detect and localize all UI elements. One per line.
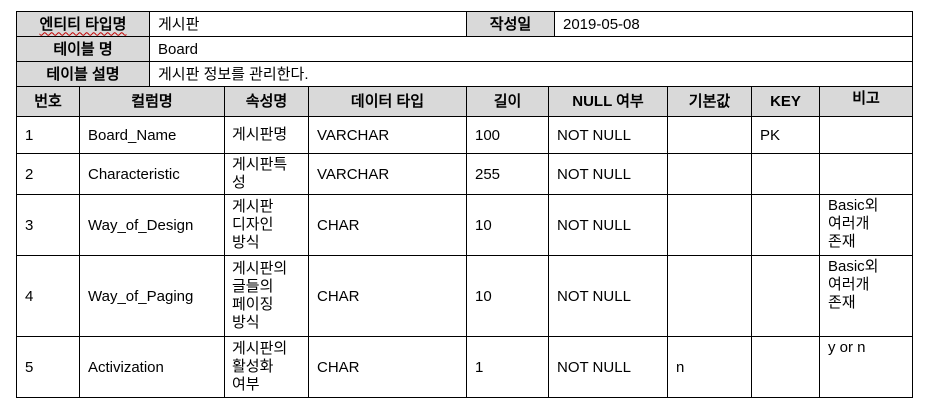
column-spec-table: 번호 컬럼명 속성명 데이터 타입 길이 NULL 여부 기본값 KEY 비고 …: [16, 86, 913, 398]
cell-default: [667, 255, 752, 337]
table-row: 4 Way_of_Paging 게시판의 글들의 페이징 방식 CHAR 10 …: [16, 255, 913, 337]
cell-default: [667, 153, 752, 195]
cell-no: 2: [16, 153, 80, 195]
cell-length: 255: [466, 153, 549, 195]
header-data-type: 데이터 타입: [308, 86, 467, 117]
cell-attribute-name: 게시판명: [224, 116, 309, 154]
cell-no: 3: [16, 194, 80, 256]
table-desc-label: 테이블 설명: [16, 61, 150, 87]
cell-key: [751, 336, 820, 398]
cell-column-name: Way_of_Design: [79, 194, 225, 256]
entity-type-label: 엔티티 타입명: [39, 15, 127, 33]
cell-attribute-name: 게시판의 활성화 여부: [224, 336, 309, 398]
header-key: KEY: [751, 86, 820, 117]
entity-type-value: 게시판: [149, 11, 467, 37]
cell-no: 4: [16, 255, 80, 337]
cell-no: 1: [16, 116, 80, 154]
cell-null: NOT NULL: [548, 255, 668, 337]
cell-key: [751, 153, 820, 195]
cell-key: PK: [751, 116, 820, 154]
table-name-value: Board: [149, 36, 913, 62]
table-name-label: 테이블 명: [16, 36, 150, 62]
entity-type-row: 엔티티 타입명 게시판 작성일 2019-05-08: [16, 11, 913, 37]
cell-null: NOT NULL: [548, 336, 668, 398]
table-desc-value: 게시판 정보를 관리한다.: [149, 61, 913, 87]
table-row: 1 Board_Name 게시판명 VARCHAR 100 NOT NULL P…: [16, 116, 913, 154]
cell-data-type: VARCHAR: [308, 153, 467, 195]
cell-default: [667, 116, 752, 154]
header-default: 기본값: [667, 86, 752, 117]
cell-length: 10: [466, 255, 549, 337]
cell-null: NOT NULL: [548, 116, 668, 154]
table-row: 5 Activization 게시판의 활성화 여부 CHAR 1 NOT NU…: [16, 336, 913, 398]
cell-length: 100: [466, 116, 549, 154]
table-row: 2 Characteristic 게시판특 성 VARCHAR 255 NOT …: [16, 153, 913, 195]
cell-data-type: VARCHAR: [308, 116, 467, 154]
cell-attribute-name: 게시판의 글들의 페이징 방식: [224, 255, 309, 337]
cell-length: 1: [466, 336, 549, 398]
cell-note: Basic외 여러개 존재: [819, 194, 913, 256]
header-column-name: 컬럼명: [79, 86, 225, 117]
cell-column-name: Activization: [79, 336, 225, 398]
cell-attribute-name: 게시판특 성: [224, 153, 309, 195]
cell-column-name: Characteristic: [79, 153, 225, 195]
entity-meta-table: 엔티티 타입명 게시판 작성일 2019-05-08 테이블 명 Board 테…: [16, 11, 913, 87]
cell-note: y or n: [819, 336, 913, 398]
cell-key: [751, 255, 820, 337]
cell-null: NOT NULL: [548, 153, 668, 195]
cell-length: 10: [466, 194, 549, 256]
header-no: 번호: [16, 86, 80, 117]
cell-no: 5: [16, 336, 80, 398]
cell-data-type: CHAR: [308, 255, 467, 337]
cell-attribute-name: 게시판 디자인 방식: [224, 194, 309, 256]
created-date-label: 작성일: [466, 11, 555, 37]
header-length: 길이: [466, 86, 549, 117]
table-row: 3 Way_of_Design 게시판 디자인 방식 CHAR 10 NOT N…: [16, 194, 913, 256]
cell-default: [667, 194, 752, 256]
created-date-value: 2019-05-08: [554, 11, 913, 37]
table-desc-row: 테이블 설명 게시판 정보를 관리한다.: [16, 61, 913, 87]
entity-type-label-cell: 엔티티 타입명: [16, 11, 150, 37]
header-note: 비고: [819, 86, 913, 117]
cell-note: [819, 153, 913, 195]
cell-column-name: Board_Name: [79, 116, 225, 154]
cell-data-type: CHAR: [308, 194, 467, 256]
header-attribute-name: 속성명: [224, 86, 309, 117]
cell-column-name: Way_of_Paging: [79, 255, 225, 337]
cell-data-type: CHAR: [308, 336, 467, 398]
header-null: NULL 여부: [548, 86, 668, 117]
cell-note: [819, 116, 913, 154]
cell-note: Basic외 여러개 존재: [819, 255, 913, 337]
column-header-row: 번호 컬럼명 속성명 데이터 타입 길이 NULL 여부 기본값 KEY 비고: [16, 86, 913, 117]
table-name-row: 테이블 명 Board: [16, 36, 913, 62]
cell-default: n: [667, 336, 752, 398]
cell-null: NOT NULL: [548, 194, 668, 256]
cell-key: [751, 194, 820, 256]
